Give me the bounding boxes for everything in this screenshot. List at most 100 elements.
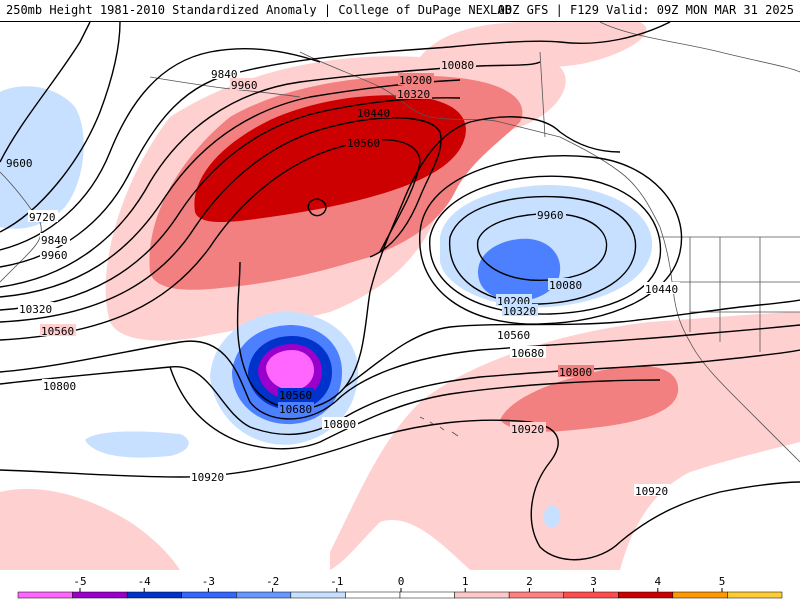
contour-10680 — [0, 324, 800, 420]
legend-tick-label: -1 — [330, 575, 343, 588]
label-bg — [510, 346, 546, 358]
label-bg — [398, 73, 434, 85]
label-bg — [440, 58, 476, 70]
legend-swatch — [454, 591, 510, 599]
contour-10440-closed — [307, 198, 327, 217]
contour-label: 9960 — [537, 209, 564, 222]
legend-tick-label: 4 — [654, 575, 661, 588]
label-bg — [356, 106, 392, 118]
contour-label: 10320 — [19, 303, 52, 316]
map-panel: 9600 9720 9840 9960 9840 9960 10080 1020… — [0, 22, 800, 570]
contour-label: 10560 — [279, 389, 312, 402]
contour-label: 10560 — [41, 325, 74, 338]
contour-10560-mid — [236, 116, 621, 410]
anomaly-neg-5-cutoff — [266, 350, 314, 390]
contour-label: 9960 — [231, 79, 258, 92]
legend-tick-label: 1 — [462, 575, 469, 588]
legend-swatch — [727, 591, 783, 599]
contour-10440-ridge — [0, 117, 442, 323]
label-bg — [496, 328, 532, 340]
legend-swatch — [17, 591, 73, 599]
coastline-kamchatka — [0, 171, 42, 283]
contour-10800 — [0, 349, 800, 436]
contour-label: 10080 — [441, 59, 474, 72]
label-bg — [190, 470, 226, 482]
coastline-arctic — [599, 22, 800, 73]
legend-tick-label: 5 — [719, 575, 726, 588]
contour-label: 10560 — [347, 137, 380, 150]
model-run-info: 00Z GFS | F129 Valid: 09Z MON MAR 31 202… — [497, 3, 794, 17]
legend-swatch — [618, 591, 674, 599]
legend-ticks: -5 -4 -3 -2 -1 0 1 2 3 4 5 — [73, 575, 725, 592]
contour-label: 9840 — [41, 234, 68, 247]
contour-10800-south — [169, 366, 661, 450]
label-bg — [346, 136, 382, 148]
anomaly-neg-1-small — [543, 505, 561, 529]
label-bg — [536, 208, 566, 220]
coastline-westcoast — [671, 281, 800, 463]
negative-anomaly-shading — [0, 86, 653, 529]
contour-10560-ridge — [0, 139, 421, 341]
label-bg — [502, 304, 538, 316]
label-bg — [558, 365, 594, 377]
label-bg — [322, 417, 358, 429]
contour-labels: 9600 9720 9840 9960 9840 9960 10080 1020… — [5, 58, 680, 498]
legend-tick-label: -2 — [266, 575, 279, 588]
anomaly-neg-2-gulfalaska — [478, 238, 561, 302]
anomaly-pos-1-subtropical — [330, 312, 800, 570]
legend-swatch — [508, 591, 564, 599]
label-bg — [28, 210, 58, 222]
legend-svg: -5 -4 -3 -2 -1 0 1 2 3 4 5 — [17, 575, 783, 599]
contour-label: 10680 — [279, 403, 312, 416]
contour-9600 — [0, 22, 91, 163]
contour-9840-west — [0, 48, 321, 251]
contour-label: 9720 — [29, 211, 56, 224]
contour-label: 10320 — [397, 88, 430, 101]
legend-swatch — [563, 591, 619, 599]
contour-label: 9600 — [6, 157, 33, 170]
label-bg — [644, 282, 680, 294]
legend-swatch — [290, 591, 346, 599]
label-bg — [278, 388, 314, 400]
label-bg — [42, 379, 78, 391]
legend-swatch — [72, 591, 128, 599]
label-bg — [40, 324, 76, 336]
contour-label: 10440 — [357, 107, 390, 120]
contour-label: 9960 — [41, 249, 68, 262]
legend-tick-label: -4 — [138, 575, 152, 588]
hawaii-islands — [419, 416, 459, 437]
contour-label: 10320 — [503, 305, 536, 318]
legend-swatch — [399, 591, 455, 599]
coastline-alaska — [299, 51, 561, 138]
contour-label: 10920 — [511, 423, 544, 436]
label-bg — [278, 402, 314, 414]
label-bg — [40, 248, 70, 260]
legend-swatch — [672, 591, 728, 599]
positive-anomaly-shading — [0, 22, 800, 570]
legend-bar — [17, 591, 783, 599]
anomaly-pos-3-northpac — [194, 95, 466, 222]
legend-tick-label: 3 — [590, 575, 597, 588]
label-bg — [210, 67, 240, 79]
label-bg — [5, 156, 35, 168]
label-bg — [496, 294, 532, 306]
legend-swatch — [236, 591, 292, 599]
contour-label: 10440 — [645, 283, 678, 296]
label-bg — [548, 278, 584, 290]
height-contours — [0, 22, 800, 561]
anomaly-pos-1-southwest — [0, 488, 180, 570]
contour-label: 10560 — [497, 329, 530, 342]
contour-label: 10800 — [323, 418, 356, 431]
label-bg — [230, 78, 260, 90]
contour-label: 10920 — [635, 485, 668, 498]
contour-10200-north — [0, 79, 461, 298]
legend-swatch — [126, 591, 182, 599]
contour-label: 10680 — [511, 347, 544, 360]
anomaly-neg-1-southwest — [85, 431, 189, 458]
label-bg — [18, 302, 54, 314]
contour-10080-low — [449, 195, 637, 305]
color-scale-legend: -5 -4 -3 -2 -1 0 1 2 3 4 5 — [0, 572, 800, 600]
contour-10320-north — [0, 97, 461, 311]
contour-label: 10200 — [399, 74, 432, 87]
